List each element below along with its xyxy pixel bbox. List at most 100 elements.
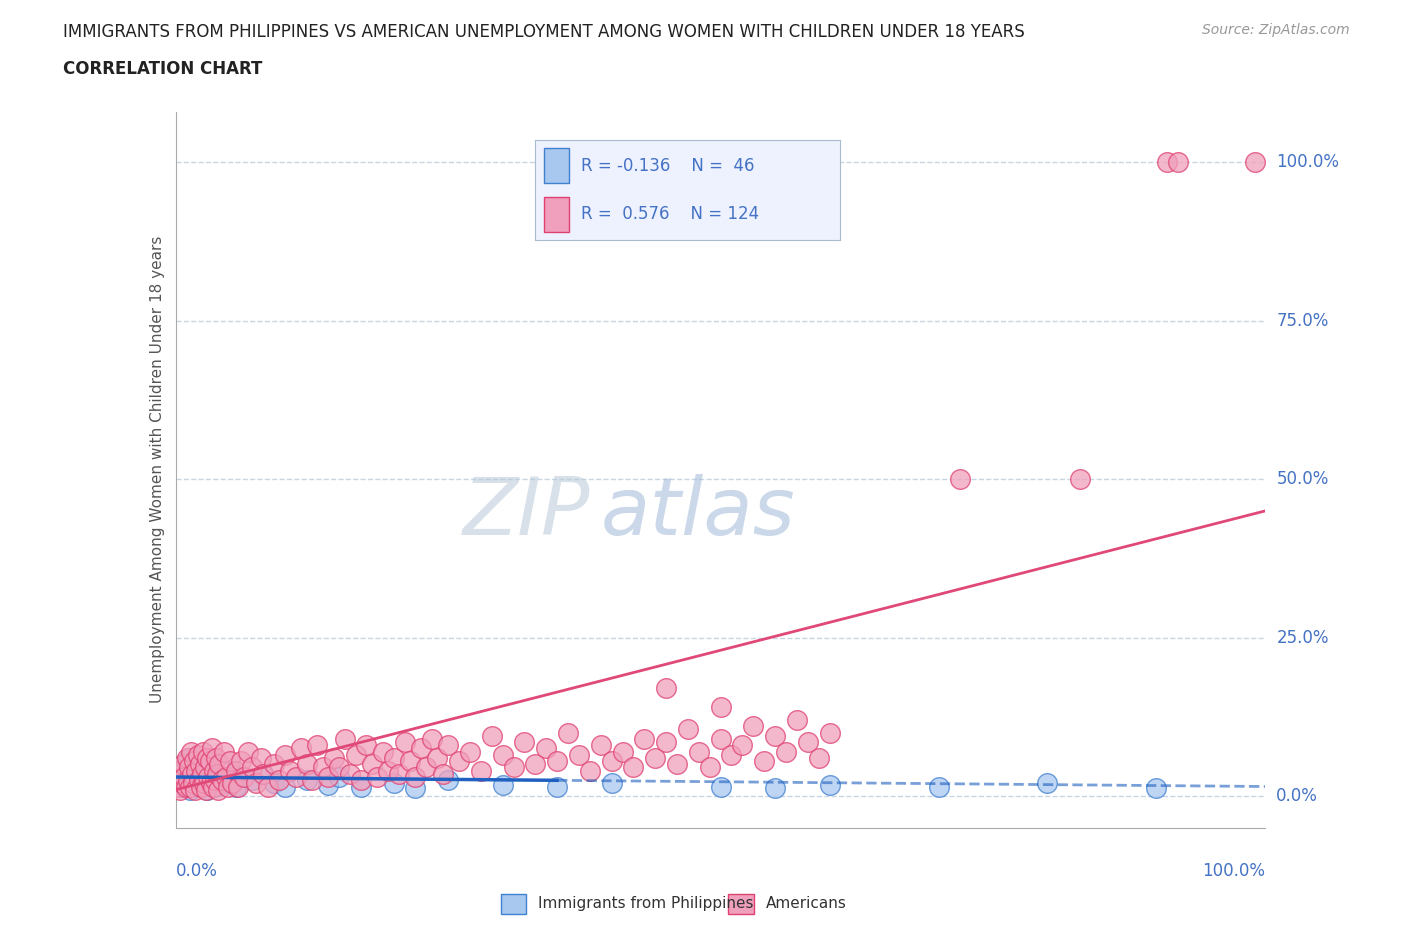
Point [546,779,568,794]
Point [195,782,218,797]
Point [447,753,470,768]
Point [263,757,285,772]
Point [194,764,217,778]
Point [197,769,219,784]
Point [600,753,623,768]
Point [409,741,432,756]
Point [1036,776,1059,790]
Point [208,757,231,772]
Point [225,764,247,778]
Point [382,776,405,790]
Point [284,769,307,784]
Point [179,782,201,797]
Point [786,712,808,727]
Point [167,769,190,784]
Point [710,732,733,747]
Point [167,779,190,794]
Point [534,741,557,756]
Point [312,760,335,775]
Point [328,769,350,784]
Point [513,735,536,750]
Point [184,782,207,797]
Point [361,757,384,772]
Y-axis label: Unemployment Among Women with Children Under 18 years: Unemployment Among Women with Children U… [149,236,165,703]
Point [269,773,291,788]
Point [170,766,193,781]
Point [200,773,222,788]
Point [204,773,226,788]
Point [231,769,253,784]
Point [688,744,710,759]
Point [579,764,602,778]
Point [655,681,678,696]
Point [187,779,209,794]
Point [181,776,204,790]
Point [231,753,253,768]
Point [633,732,655,747]
Point [278,764,301,778]
Point [204,779,226,794]
Text: Source: ZipAtlas.com: Source: ZipAtlas.com [1202,23,1350,37]
Point [212,744,235,759]
Point [170,764,193,778]
Point [818,725,841,740]
Point [388,766,411,781]
Point [644,751,666,765]
Point [198,753,221,768]
Point [173,764,195,778]
Point [318,777,340,792]
Point [502,760,524,775]
Point [492,748,515,763]
Point [176,757,198,772]
Text: 50.0%: 50.0% [1277,471,1329,488]
Point [188,757,211,772]
Point [207,782,229,797]
Text: 25.0%: 25.0% [1277,629,1329,646]
Point [226,779,249,794]
Point [666,757,689,772]
Point [186,764,208,778]
Point [205,766,228,781]
Text: Immigrants from Philippines: Immigrants from Philippines [538,897,754,911]
Point [710,700,733,715]
Point [301,773,323,788]
Point [274,748,297,763]
Point [524,757,547,772]
Point [211,773,233,788]
Point [177,776,200,790]
Point [432,766,454,781]
Point [720,748,742,763]
Point [177,773,200,788]
Point [249,751,271,765]
Point [366,769,388,784]
Point [322,751,344,765]
Point [437,737,460,752]
Point [200,776,222,790]
Point [557,725,579,740]
Point [236,744,259,759]
Point [202,764,225,778]
Point [344,748,367,763]
Point [184,769,207,784]
Point [763,728,786,743]
Point [186,748,209,763]
Point [219,753,242,768]
Point [458,744,481,759]
Point [190,779,212,794]
Point [208,769,231,784]
Point [172,776,194,790]
Point [600,776,623,790]
Point [183,753,205,768]
Point [775,744,797,759]
Text: 100.0%: 100.0% [1277,153,1340,171]
Point [568,748,591,763]
Point [339,766,361,781]
Point [655,735,678,750]
Point [382,751,405,765]
Point [295,757,318,772]
Point [546,753,568,768]
Text: IMMIGRANTS FROM PHILIPPINES VS AMERICAN UNEMPLOYMENT AMONG WOMEN WITH CHILDREN U: IMMIGRANTS FROM PHILIPPINES VS AMERICAN … [63,23,1025,41]
Point [201,741,224,756]
Point [187,773,209,788]
Point [290,741,312,756]
